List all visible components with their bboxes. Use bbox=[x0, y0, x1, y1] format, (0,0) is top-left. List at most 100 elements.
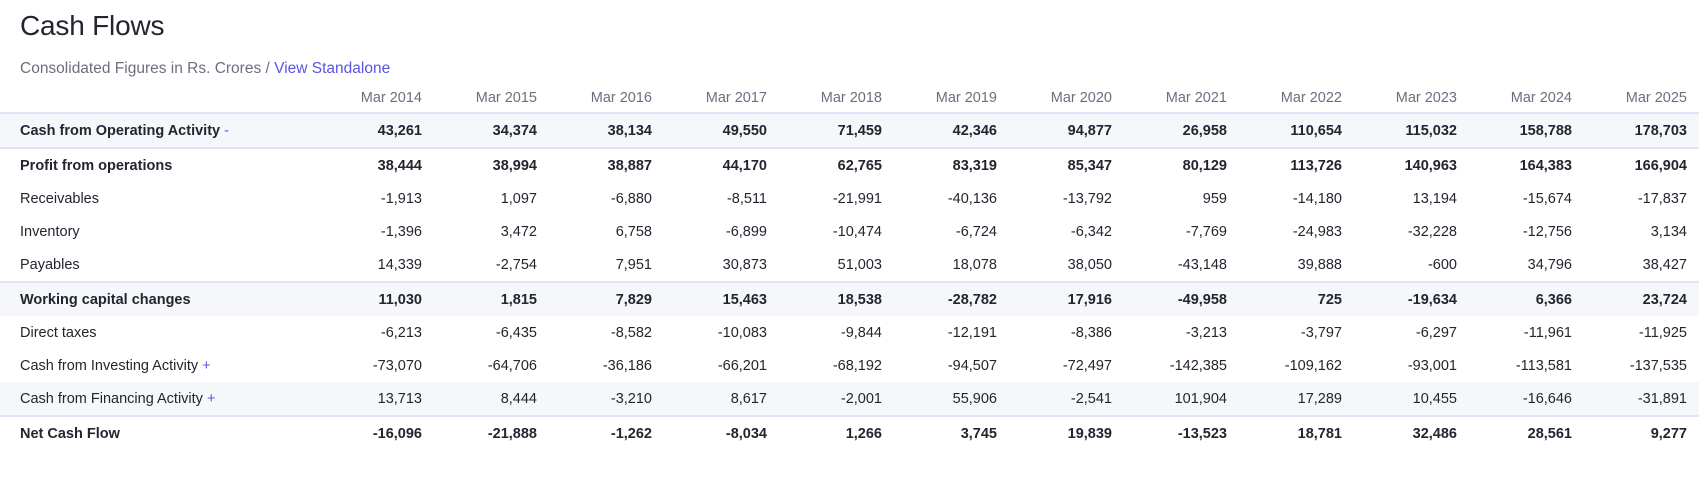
value-cell: 1,815 bbox=[434, 281, 549, 316]
row-working-capital-changes: Working capital changes 11,030 1,815 7,829 1… bbox=[0, 281, 1699, 316]
value-cell: -6,880 bbox=[610, 190, 652, 207]
value-cell: -6,899 bbox=[725, 223, 767, 240]
value-cell: -72,497 bbox=[1062, 357, 1112, 374]
value-cell: 17,916 bbox=[1009, 281, 1124, 316]
section-header: Cash Flows Consolidated Figures in Rs. C… bbox=[0, 0, 1699, 80]
row-direct-taxes: Direct taxes -6,213 -6,435 -8,582 -10,083 -9,… bbox=[0, 316, 1699, 349]
value-cell: 15,463 bbox=[664, 281, 779, 316]
value-cell: -1,262 bbox=[549, 415, 664, 450]
row-cash-from-operating-activity[interactable]: Cash from Operating Activity -43,261 34,37… bbox=[0, 113, 1699, 148]
value-cell: -6,297 bbox=[1415, 324, 1457, 341]
value-cell: 71,459 bbox=[779, 113, 894, 148]
value-cell: -142,385 bbox=[1169, 357, 1227, 374]
row-label: Cash from Operating Activity bbox=[20, 122, 221, 139]
row-label-cell: Payables bbox=[0, 248, 319, 282]
value-cell: -36,186 bbox=[602, 357, 652, 374]
value-cell: -10,083 bbox=[717, 324, 767, 341]
value-cell: 11,030 bbox=[319, 281, 434, 316]
value-cell: -66,201 bbox=[717, 357, 767, 374]
value-cell: -68,192 bbox=[832, 357, 882, 374]
value-cell: 6,758 bbox=[615, 223, 652, 240]
value-cell: -8,386 bbox=[1070, 324, 1112, 341]
subtitle-text: Consolidated Figures in Rs. Crores / bbox=[20, 60, 275, 77]
value-cell: 19,839 bbox=[1009, 415, 1124, 450]
value-cell: -12,191 bbox=[947, 324, 997, 341]
row-label-cell: Direct taxes bbox=[0, 316, 319, 349]
value-cell: 101,904 bbox=[1124, 382, 1239, 416]
value-cell: 80,129 bbox=[1124, 147, 1239, 182]
value-cell: 17,289 bbox=[1239, 382, 1354, 416]
row-label: Net Cash Flow bbox=[20, 425, 120, 442]
row-label: Payables bbox=[20, 256, 80, 273]
value-cell: 62,765 bbox=[779, 147, 894, 182]
column-header: Mar 2023 bbox=[1354, 84, 1469, 114]
value-cell: 38,444 bbox=[319, 147, 434, 182]
value-cell: 55,906 bbox=[894, 382, 1009, 416]
view-standalone-link[interactable]: View Standalone bbox=[274, 60, 391, 77]
collapse-toggle[interactable]: - bbox=[224, 122, 229, 139]
expand-toggle[interactable]: + bbox=[206, 390, 216, 407]
value-cell: 94,877 bbox=[1009, 113, 1124, 148]
value-cell: -3,210 bbox=[549, 382, 664, 416]
row-receivables: Receivables -1,913 1,097 -6,880 -8,511 -21,99… bbox=[0, 182, 1699, 215]
value-cell: 38,994 bbox=[434, 147, 549, 182]
row-cash-from-financing-activity[interactable]: Cash from Financing Activity +13,713 8,444… bbox=[0, 382, 1699, 416]
row-inventory: Inventory -1,396 3,472 6,758 -6,899 -10,474 -6… bbox=[0, 215, 1699, 248]
value-cell: 7,951 bbox=[615, 256, 652, 273]
value-cell: -73,070 bbox=[372, 357, 422, 374]
value-cell: -19,634 bbox=[1354, 281, 1469, 316]
value-cell: 23,724 bbox=[1584, 281, 1699, 316]
expand-toggle[interactable]: + bbox=[202, 357, 211, 374]
value-cell: -24,983 bbox=[1292, 223, 1342, 240]
row-payables: Payables 14,339 -2,754 7,951 30,873 51,003 18,… bbox=[0, 248, 1699, 282]
value-cell: 18,781 bbox=[1239, 415, 1354, 450]
value-cell: -13,523 bbox=[1124, 415, 1239, 450]
value-cell: -8,511 bbox=[726, 190, 767, 207]
value-cell: 8,444 bbox=[434, 382, 549, 416]
value-cell: -16,096 bbox=[319, 415, 434, 450]
value-cell: -6,213 bbox=[380, 324, 422, 341]
value-cell: -2,001 bbox=[779, 382, 894, 416]
row-profit-from-operations: Profit from operations 38,444 38,994 38,887… bbox=[0, 147, 1699, 182]
value-cell: 3,134 bbox=[1650, 223, 1687, 240]
value-cell: -15,674 bbox=[1522, 190, 1572, 207]
value-cell: 49,550 bbox=[664, 113, 779, 148]
page-title: Cash Flows bbox=[20, 10, 165, 41]
value-cell: 28,561 bbox=[1469, 415, 1584, 450]
value-cell: -1,913 bbox=[380, 190, 422, 207]
row-label: Cash from Financing Activity bbox=[20, 390, 203, 407]
value-cell: -6,724 bbox=[955, 223, 997, 240]
row-label-cell: Cash from Investing Activity + bbox=[0, 349, 319, 382]
value-cell: 30,873 bbox=[722, 256, 767, 273]
value-cell: 110,654 bbox=[1239, 113, 1354, 148]
value-cell: -17,837 bbox=[1637, 190, 1687, 207]
value-cell: -28,782 bbox=[894, 281, 1009, 316]
row-label-cell: Cash from Financing Activity + bbox=[0, 382, 319, 416]
column-header: Mar 2016 bbox=[549, 84, 664, 114]
row-label: Working capital changes bbox=[20, 291, 191, 308]
value-cell: -3,213 bbox=[1185, 324, 1227, 341]
value-cell: 38,134 bbox=[549, 113, 664, 148]
value-cell: 10,455 bbox=[1354, 382, 1469, 416]
value-cell: 3,745 bbox=[894, 415, 1009, 450]
value-cell: -113,581 bbox=[1515, 357, 1572, 374]
value-cell: 34,796 bbox=[1527, 256, 1572, 273]
column-header: Mar 2015 bbox=[434, 84, 549, 114]
value-cell: -8,582 bbox=[610, 324, 652, 341]
column-header: Mar 2019 bbox=[894, 84, 1009, 114]
value-cell: -6,342 bbox=[1070, 223, 1112, 240]
row-net-cash-flow: Net Cash Flow -16,096 -21,888 -1,262 -8,034 1… bbox=[0, 415, 1699, 450]
value-cell: 51,003 bbox=[837, 256, 882, 273]
value-cell: 13,194 bbox=[1412, 190, 1457, 207]
row-cash-from-investing-activity[interactable]: Cash from Investing Activity + -73,070 -64,… bbox=[0, 349, 1699, 382]
value-cell: 959 bbox=[1202, 190, 1227, 207]
value-cell: -600 bbox=[1427, 256, 1457, 273]
value-cell: -43,148 bbox=[1177, 256, 1227, 273]
value-cell: -9,844 bbox=[840, 324, 882, 341]
cash-flows-table: Mar 2014 Mar 2015 Mar 2016 Mar 2017 Mar … bbox=[0, 84, 1699, 450]
row-label: Inventory bbox=[20, 223, 80, 240]
column-header: Mar 2022 bbox=[1239, 84, 1354, 114]
value-cell: 140,963 bbox=[1354, 147, 1469, 182]
value-cell: 18,538 bbox=[779, 281, 894, 316]
value-cell: 9,277 bbox=[1584, 415, 1699, 450]
